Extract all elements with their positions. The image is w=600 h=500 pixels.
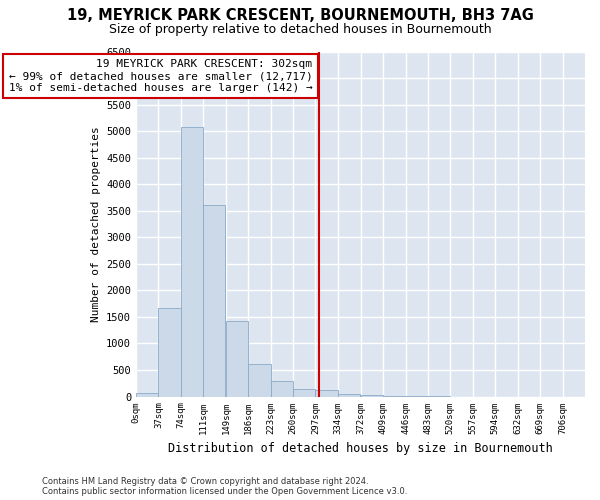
Y-axis label: Number of detached properties: Number of detached properties (91, 126, 101, 322)
Bar (361, 394, 383, 396)
Text: Contains HM Land Registry data © Crown copyright and database right 2024.
Contai: Contains HM Land Registry data © Crown c… (42, 476, 407, 496)
Bar (181, 128, 203, 396)
Bar (338, 394, 360, 396)
Bar (271, 380, 293, 396)
Text: 19 MEYRICK PARK CRESCENT: 302sqm
← 99% of detached houses are smaller (12,717)
1: 19 MEYRICK PARK CRESCENT: 302sqm ← 99% o… (9, 60, 313, 92)
X-axis label: Distribution of detached houses by size in Bournemouth: Distribution of detached houses by size … (168, 442, 553, 455)
Bar (248, 364, 271, 396)
Bar (293, 388, 316, 396)
Text: Size of property relative to detached houses in Bournemouth: Size of property relative to detached ho… (109, 22, 491, 36)
Bar (226, 321, 248, 396)
Bar (136, 393, 158, 396)
Bar (316, 390, 338, 396)
Bar (158, 308, 181, 396)
Text: 19, MEYRICK PARK CRESCENT, BOURNEMOUTH, BH3 7AG: 19, MEYRICK PARK CRESCENT, BOURNEMOUTH, … (67, 8, 533, 22)
Bar (203, 206, 226, 396)
